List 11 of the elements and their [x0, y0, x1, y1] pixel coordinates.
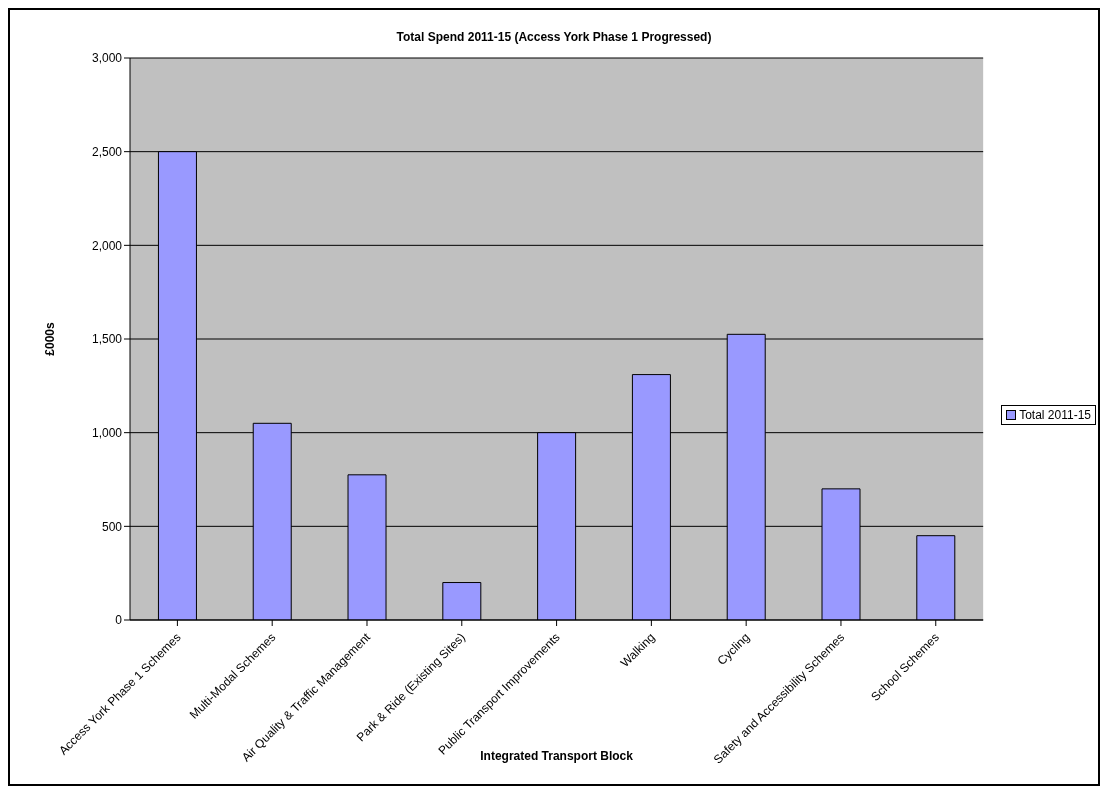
y-tick-label: 500 — [101, 519, 123, 534]
x-axis-title: Integrated Transport Block — [480, 749, 634, 763]
y-tick-label: 2,000 — [91, 238, 123, 253]
y-tick-label: 3,000 — [91, 51, 123, 66]
legend-label: Total 2011-15 — [1018, 408, 1091, 422]
y-axis-title: £000s — [43, 321, 58, 356]
y-tick-label: 2,500 — [91, 144, 123, 159]
chart-title: Total Spend 2011-15 (Access York Phase 1 Progressed) — [395, 30, 713, 46]
y-tick-label: 0 — [115, 613, 123, 628]
y-tick-label: 1,000 — [91, 425, 123, 440]
y-tick-label: 1,500 — [91, 332, 123, 347]
